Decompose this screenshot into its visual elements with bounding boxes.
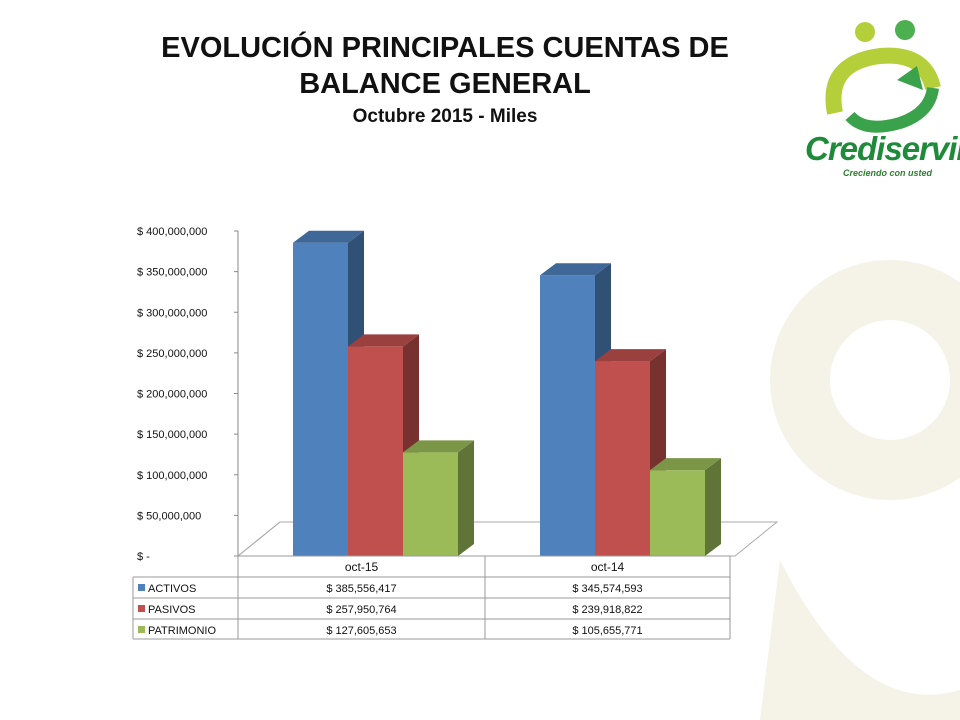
- bar-front: [650, 470, 705, 556]
- bar-top: [403, 440, 474, 453]
- data-value-label: $ 239,918,822: [572, 604, 642, 616]
- legend-swatch: [138, 626, 145, 633]
- y-tick-label: $ 400,000,000: [137, 226, 207, 238]
- data-table: oct-15 oct-14 ACTIVOS $ 385,556,417 $ 345,57…: [132, 555, 731, 640]
- y-tick-label: $ 200,000,000: [137, 389, 207, 401]
- y-tick-label: $ 100,000,000: [137, 470, 207, 482]
- bar-top: [348, 334, 419, 347]
- chart-title-line2: BALANCE GENERAL: [299, 68, 591, 100]
- chart-title-line1: EVOLUCIÓN PRINCIPALES CUENTAS DE: [161, 32, 729, 64]
- bar-side: [705, 458, 721, 556]
- decor-circle-inner: [830, 320, 950, 440]
- x-category-label: oct-14: [591, 560, 625, 574]
- logo-name: Crediservir: [805, 130, 960, 167]
- data-value-label: $ 257,950,764: [326, 604, 396, 616]
- bar-side: [458, 440, 474, 556]
- y-tick-label: $ 300,000,000: [137, 307, 207, 319]
- y-tick-label: $ 150,000,000: [137, 429, 207, 441]
- y-tick-label: $ 50,000,000: [137, 510, 201, 522]
- bar-top: [650, 458, 721, 471]
- legend-label: PATRIMONIO: [148, 625, 216, 637]
- bar-front: [348, 346, 403, 556]
- floor-edge: [237, 521, 281, 557]
- chart-subtitle: Octubre 2015 - Miles: [352, 106, 538, 127]
- decor-swoosh: [760, 560, 960, 720]
- x-category-label: oct-15: [345, 560, 379, 574]
- data-value-label: $ 105,655,771: [572, 625, 642, 637]
- legend-swatch: [138, 605, 145, 612]
- bar-front: [540, 275, 595, 556]
- legend-label: PASIVOS: [148, 604, 195, 616]
- legend-swatch: [138, 584, 145, 591]
- bar-top: [595, 349, 666, 362]
- crediservir-logo: Crediservir Creciendo con usted: [805, 18, 960, 178]
- bar-front: [595, 361, 650, 556]
- y-axis: $ - $ 50,000,000 $ 100,000,000 $ 150,000,00…: [137, 226, 239, 563]
- title-block: EVOLUCIÓN PRINCIPALES CUENTAS DE BALANCE…: [70, 30, 820, 128]
- bar-front: [293, 242, 348, 556]
- bar-front: [403, 452, 458, 556]
- logo-tagline: Creciendo con usted: [843, 168, 933, 178]
- y-tick-label: $ 250,000,000: [137, 348, 207, 360]
- bar-top: [293, 230, 364, 243]
- bar-patrimonio-oct-15: [403, 440, 474, 556]
- bar-top: [540, 263, 611, 276]
- bars-layer: [293, 230, 721, 556]
- legend-label: ACTIVOS: [148, 583, 196, 595]
- data-value-label: $ 345,574,593: [572, 583, 642, 595]
- bar-patrimonio-oct-14: [650, 458, 721, 556]
- data-value-label: $ 127,605,653: [326, 625, 396, 637]
- y-tick-label: $ 350,000,000: [137, 267, 207, 279]
- logo-mark-icon: [825, 20, 941, 133]
- data-value-label: $ 385,556,417: [326, 583, 396, 595]
- y-tick-label: $ -: [137, 551, 150, 563]
